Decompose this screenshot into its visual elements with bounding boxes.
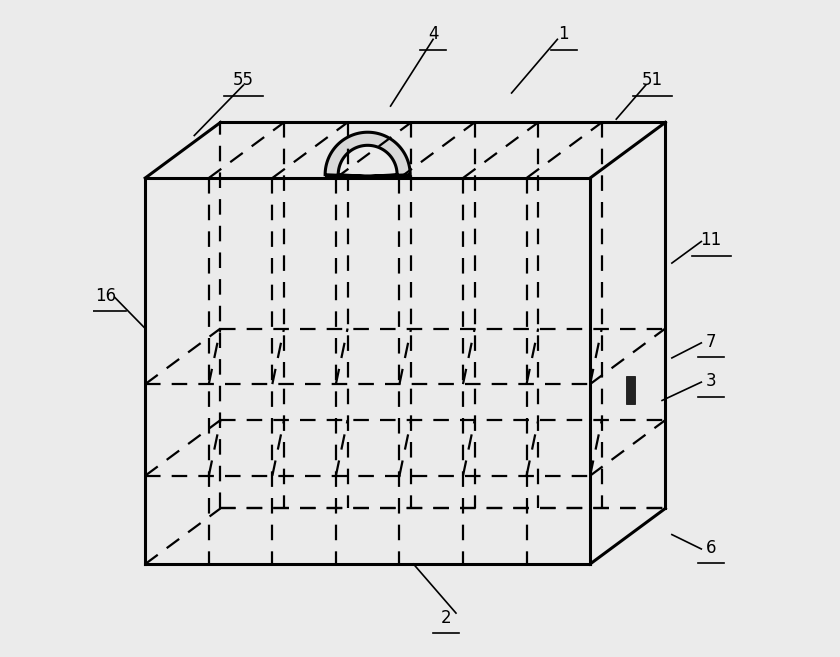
Text: 2: 2 [441,608,451,627]
Text: 1: 1 [559,25,570,43]
Text: 3: 3 [706,372,717,390]
Text: 7: 7 [706,332,717,351]
Text: 6: 6 [706,539,717,556]
Text: 51: 51 [642,71,663,89]
Text: 55: 55 [233,71,254,89]
Polygon shape [325,132,410,178]
Text: 4: 4 [428,25,438,43]
Text: 11: 11 [701,231,722,249]
Bar [626,376,635,404]
Text: 16: 16 [96,287,117,305]
